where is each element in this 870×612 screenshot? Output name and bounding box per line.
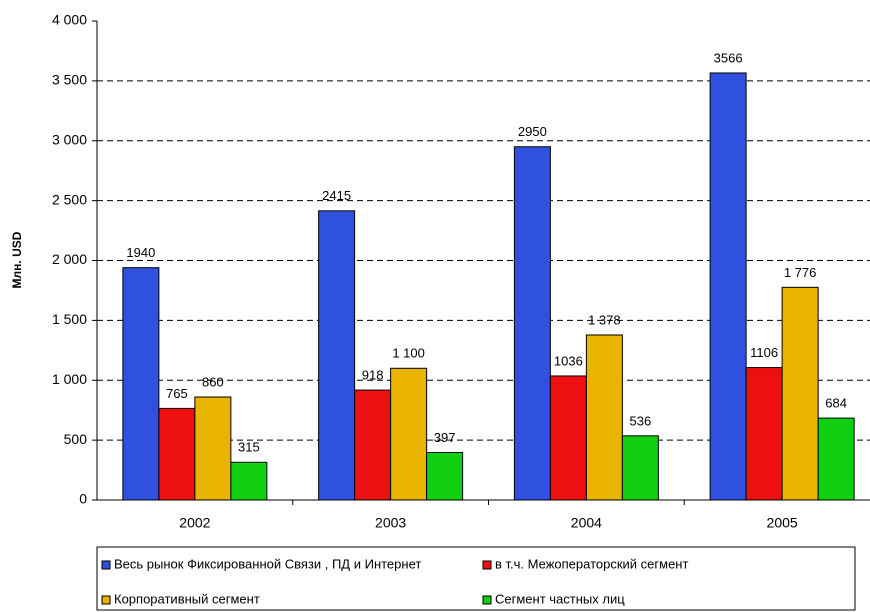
bar [122, 267, 160, 501]
value-label: 1 100 [392, 346, 425, 361]
legend-label: Весь рынок Фиксированной Связи , ПД и Ин… [114, 556, 421, 571]
value-label: 1036 [554, 353, 583, 368]
bar [426, 451, 464, 501]
legend-box [96, 546, 856, 611]
y-tick-label: 500 [64, 431, 88, 447]
bar [585, 334, 623, 501]
value-label: 860 [202, 374, 224, 389]
value-label: 3566 [714, 50, 743, 65]
x-tick-label: 2002 [179, 515, 210, 531]
bar [745, 367, 783, 501]
legend-swatch [101, 595, 111, 605]
legend-swatch [482, 560, 492, 570]
value-label: 2415 [322, 188, 351, 203]
bar [390, 367, 428, 501]
y-tick-label: 2 000 [52, 251, 87, 267]
y-tick-label: 1 000 [52, 371, 87, 387]
legend-label: в т.ч. Межоператорский сегмент [495, 556, 688, 571]
value-label: 765 [166, 386, 188, 401]
y-tick-label: 3 500 [52, 72, 87, 88]
bar [158, 407, 196, 501]
y-axis-label: Млн. USD [10, 231, 24, 288]
value-label: 684 [825, 396, 847, 411]
bar [709, 72, 747, 501]
bar [230, 461, 268, 501]
y-tick-label: 4 000 [52, 12, 87, 28]
value-label: 2950 [518, 124, 547, 139]
value-label: 536 [630, 413, 652, 428]
x-tick-label: 2005 [767, 515, 798, 531]
y-tick-label: 1 500 [52, 311, 87, 327]
legend-swatch [482, 595, 492, 605]
value-label: 1940 [126, 245, 155, 260]
bar [513, 146, 551, 501]
value-label: 1 776 [784, 265, 817, 280]
x-tick-label: 2004 [571, 515, 602, 531]
y-tick-label: 3 000 [52, 131, 87, 147]
legend-label: Сегмент частных лиц [495, 591, 625, 606]
bar [817, 417, 855, 501]
value-label: 1 378 [588, 312, 621, 327]
bar [549, 375, 587, 501]
y-tick-label: 2 500 [52, 191, 87, 207]
bar [621, 435, 659, 501]
value-label: 1106 [750, 345, 778, 360]
bar [194, 396, 232, 501]
x-tick-label: 2003 [375, 515, 406, 531]
bar [354, 389, 392, 501]
y-tick-label: 0 [79, 491, 87, 507]
value-label: 918 [362, 368, 384, 383]
bar [318, 210, 356, 501]
legend-label: Корпоративный сегмент [114, 591, 260, 606]
value-label: 315 [238, 440, 260, 455]
bar [781, 286, 819, 501]
legend-swatch [101, 560, 111, 570]
value-label: 397 [434, 430, 456, 445]
